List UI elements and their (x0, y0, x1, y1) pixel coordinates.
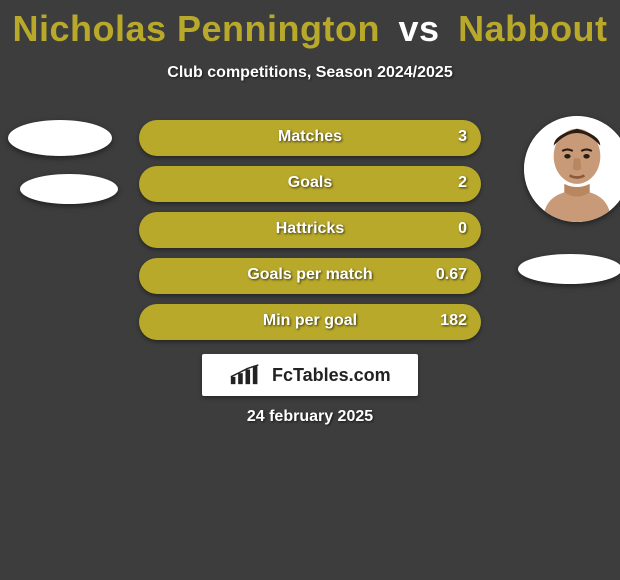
bars-icon (229, 364, 266, 386)
subtitle: Club competitions, Season 2024/2025 (0, 64, 620, 82)
stat-right-value: 2 (458, 174, 467, 192)
stat-label: Hattricks (139, 220, 481, 238)
vs-label: vs (399, 8, 440, 49)
stat-right-value: 0 (458, 220, 467, 238)
page-title: Nicholas Pennington vs Nabbout (0, 0, 620, 50)
snapshot-date: 24 february 2025 (0, 408, 620, 426)
stat-bars: Matches 3 Goals 2 Hattricks 0 Goals per … (139, 120, 481, 350)
player2-avatar-icon (524, 116, 620, 222)
stat-label: Goals per match (139, 266, 481, 284)
stat-right-value: 182 (440, 312, 467, 330)
stat-row: Goals 2 (139, 166, 481, 202)
comparison-card: Nicholas Pennington vs Nabbout Club comp… (0, 0, 620, 580)
logo-text: FcTables.com (272, 365, 391, 386)
stat-row: Goals per match 0.67 (139, 258, 481, 294)
stat-label: Min per goal (139, 312, 481, 330)
stat-row: Matches 3 (139, 120, 481, 156)
player1-name: Nicholas Pennington (12, 8, 380, 49)
stat-label: Goals (139, 174, 481, 192)
stat-right-value: 0.67 (436, 266, 467, 284)
player1-avatar-placeholder-1 (8, 120, 112, 156)
player1-avatar-placeholder-2 (20, 174, 118, 204)
stat-right-value: 3 (458, 128, 467, 146)
player2-avatar-placeholder-2 (518, 254, 620, 284)
player2-avatar (524, 116, 620, 222)
stat-row: Min per goal 182 (139, 304, 481, 340)
stat-label: Matches (139, 128, 481, 146)
stat-row: Hattricks 0 (139, 212, 481, 248)
player2-name: Nabbout (458, 8, 607, 49)
source-logo: FcTables.com (202, 354, 418, 396)
